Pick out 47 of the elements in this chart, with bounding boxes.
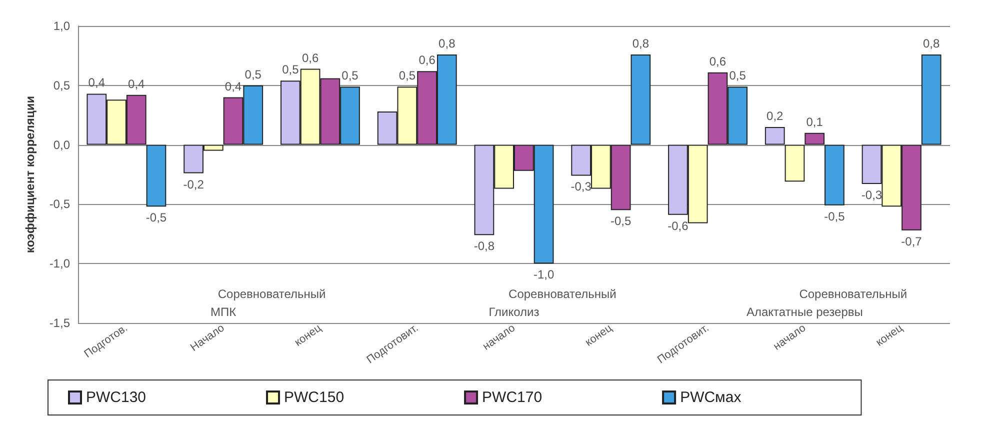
data-label: 0,5 [244,67,262,82]
data-label: 0,5 [398,68,416,83]
y-tick-label: -1,0 [49,256,70,271]
data-label: -0,3 [861,188,882,202]
data-label: -0,2 [183,177,204,192]
bar [630,54,651,145]
annotation: Соревновательный [218,287,326,301]
data-label: -0,5 [610,214,632,228]
y-tick-label: 0,0 [53,138,70,152]
data-label: 0,1 [806,114,824,129]
data-label: -0,5 [146,210,167,225]
legend-label: PWC170 [482,389,542,406]
data-label: -0,7 [901,234,922,248]
annotation: Соревновательный [799,287,908,301]
data-label: 0,6 [709,54,726,68]
y-tick-label: 0,5 [53,78,70,92]
bar [804,132,825,145]
y-tick-label: 1,0 [53,19,70,33]
annotation: Гликолиз [488,305,540,319]
data-label: 0,5 [729,68,746,83]
y-tick-label: -0,5 [49,197,70,212]
data-label: 0,8 [923,36,940,51]
data-label: 0,5 [342,68,359,83]
data-label: 0,5 [282,62,300,77]
data-label: 0,8 [438,36,456,51]
data-label: -0,8 [474,239,495,254]
annotation: МПК [210,305,236,319]
y-axis-title: коэффициент корреляции [23,96,37,254]
legend-label: PWC150 [284,389,344,406]
annotation: Соревновательный [508,287,616,301]
data-label: -0,5 [824,209,846,224]
legend-label: PWC130 [86,389,146,406]
y-tick-label: -1,5 [49,316,70,330]
legend-label: PWCмах [680,389,742,406]
bar [921,54,942,145]
data-label: 0,6 [302,50,319,65]
data-label: -0,6 [668,218,689,233]
data-label: 0,2 [766,108,784,123]
data-label: 0,8 [632,36,650,51]
data-label: -1,0 [533,268,554,282]
data-label: 0,6 [418,53,436,68]
bar [784,144,805,182]
annotation: Алактатные резервы [746,305,863,319]
data-label: -0,3 [570,180,592,194]
bar [824,144,844,206]
bar [764,126,785,145]
bar [146,144,166,207]
